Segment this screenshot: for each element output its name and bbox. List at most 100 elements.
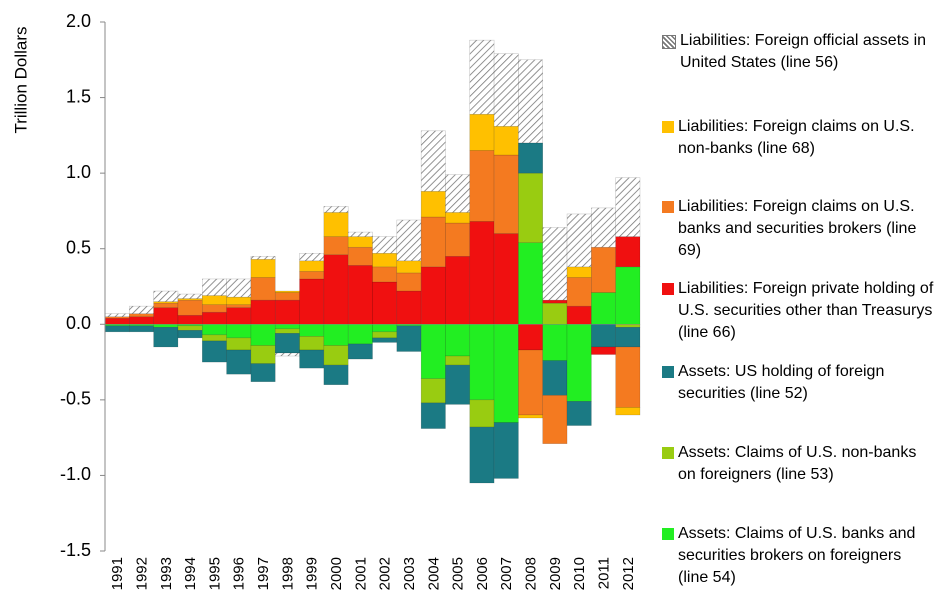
bar-segment <box>250 256 276 260</box>
bar-segment <box>250 259 276 278</box>
bar-segment <box>469 150 495 222</box>
bar-segment <box>372 331 398 339</box>
bar-segment <box>323 324 349 346</box>
bar-segment <box>542 360 568 396</box>
legend-entry: Assets: Claims of U.S. banks and securit… <box>662 523 934 589</box>
bar-segment <box>591 292 616 325</box>
bar-segment <box>445 212 471 224</box>
legend-label: Liabilities: Foreign official assets in … <box>680 32 927 71</box>
bar-segment <box>104 317 130 325</box>
y-tick-label: -1.0 <box>60 464 91 484</box>
bar-segment <box>420 191 446 218</box>
legend-entry: Liabilities: Foreign claims on U.S. bank… <box>662 196 934 262</box>
bar-segment <box>202 311 227 325</box>
bar-segment <box>323 254 349 325</box>
bar-segment <box>129 325 154 333</box>
bar-segment <box>396 260 422 274</box>
bar-segment <box>177 314 203 325</box>
bar-segment <box>274 352 300 357</box>
y-tick-label: 2.0 <box>66 11 91 31</box>
bar-segment <box>420 324 446 379</box>
bar-segment <box>323 206 349 213</box>
bar-segment <box>615 266 641 325</box>
bar-segment <box>250 363 276 382</box>
bar-segment <box>177 330 203 339</box>
legend-swatch <box>662 201 674 213</box>
bar-segment <box>347 343 373 360</box>
bar-segment <box>615 407 641 416</box>
x-tick-label: 1995 <box>206 557 223 590</box>
bar-segment <box>104 313 130 317</box>
bar-segment <box>615 346 641 408</box>
bar-segment <box>469 399 495 428</box>
legend-swatch <box>662 121 674 133</box>
bar-segment <box>299 271 325 280</box>
bar-segment <box>372 281 398 325</box>
bar-segment <box>226 307 252 325</box>
bar-segment <box>177 293 203 299</box>
bar-segment <box>177 325 203 331</box>
bar-segment <box>420 216 446 268</box>
bar-segment <box>518 172 543 243</box>
bar-segment <box>347 236 373 248</box>
bar-segment <box>202 340 227 363</box>
bar-segment <box>396 219 422 262</box>
legend-label: Liabilities: Foreign claims on U.S. bank… <box>678 198 917 259</box>
bar-segment <box>153 290 179 302</box>
bar-segment <box>445 355 471 366</box>
bar-segment <box>372 337 398 343</box>
bar-segment <box>153 327 179 348</box>
bar-segment <box>129 305 154 314</box>
bar-segment <box>202 334 227 342</box>
bar-segment <box>250 277 276 301</box>
bar-segment <box>347 231 373 237</box>
x-tick-label: 2010 <box>571 557 588 590</box>
bar-segment <box>372 266 398 283</box>
bar-segment <box>615 327 641 348</box>
bar-segment <box>396 325 422 352</box>
bar-segment <box>591 246 616 293</box>
y-axis-label: Trillion Dollars <box>11 26 30 133</box>
bar-segment <box>542 299 568 304</box>
bar-segment <box>323 212 349 237</box>
y-tick-label: 1.5 <box>66 86 91 106</box>
bar-segment <box>542 227 568 301</box>
bar-segment <box>104 325 130 333</box>
legend-swatch <box>662 366 674 378</box>
bar-segment <box>129 316 154 325</box>
bar-segment <box>493 324 519 423</box>
bar-segment <box>250 299 276 325</box>
legend-entry: Liabilities: Foreign official assets in … <box>662 30 934 74</box>
y-tick-label: 0.0 <box>66 313 91 333</box>
x-tick-label: 2004 <box>425 557 442 590</box>
bar-segment <box>347 324 373 345</box>
bar-segment <box>323 236 349 256</box>
bar-segment <box>372 236 398 254</box>
bar-segment <box>445 222 471 257</box>
x-tick-label: 2005 <box>450 557 467 590</box>
bar-segment <box>445 324 471 357</box>
bar-segment <box>347 265 373 325</box>
bar-segment <box>518 414 543 419</box>
bar-segment <box>542 324 568 361</box>
bar-segment <box>493 154 519 234</box>
bar-segment <box>469 39 495 115</box>
x-tick-label: 2003 <box>401 557 418 590</box>
bar-segment <box>493 53 519 127</box>
bar-segment <box>129 313 154 317</box>
bar-segment <box>347 246 373 266</box>
bar-segment <box>445 256 471 325</box>
bar-segment <box>299 252 325 262</box>
legend-label: Assets: Claims of U.S. banks and securit… <box>678 525 916 586</box>
x-tick-label: 1993 <box>158 557 175 590</box>
bar-segment <box>202 304 227 313</box>
bar-segment <box>274 333 300 354</box>
bar-segment <box>518 59 543 144</box>
bar-segment <box>493 422 519 479</box>
bar-segment <box>542 302 568 325</box>
bar-segment <box>591 207 616 248</box>
bar-segment <box>226 296 252 305</box>
bar-segment <box>566 305 592 325</box>
x-tick-label: 2000 <box>328 557 345 590</box>
legend-label: Assets: Claims of U.S. non-banks on fore… <box>678 444 917 483</box>
